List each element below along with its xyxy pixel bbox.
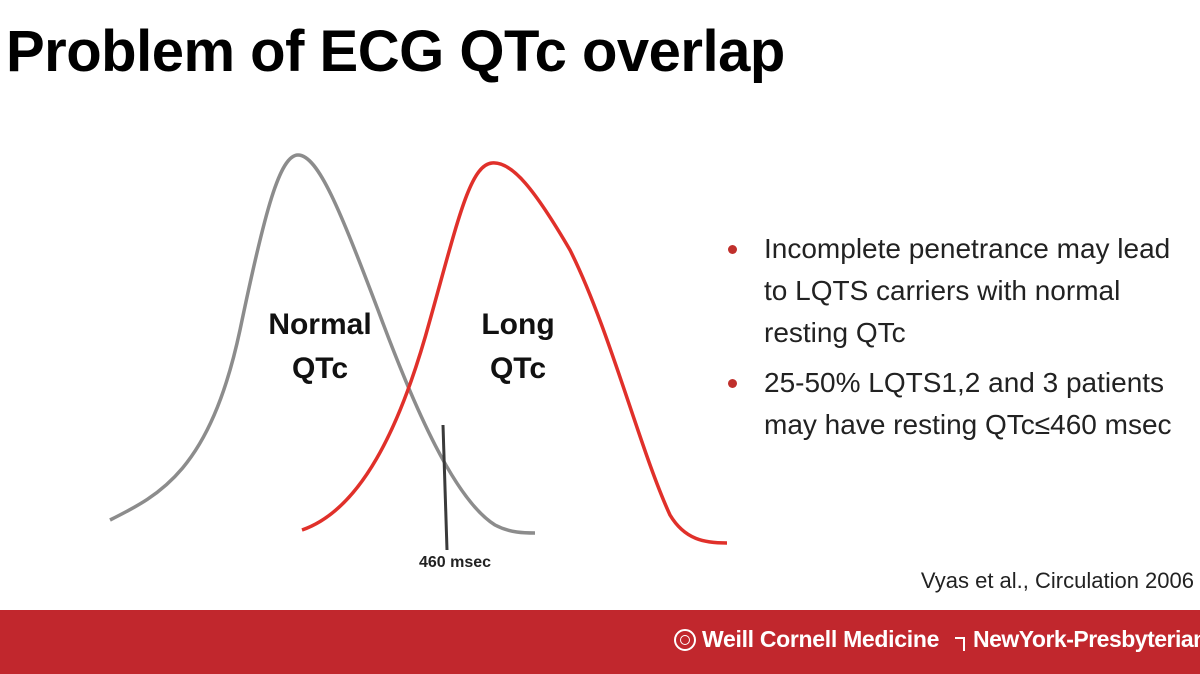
weill-cornell-logo: Weill Cornell Medicine: [674, 626, 939, 653]
nyp-logo-text: NewYork-Presbyterian: [973, 626, 1200, 652]
bullet-list: Incomplete penetrance may lead to LQTS c…: [720, 228, 1180, 454]
normal-qtc-label: Normal QTc: [240, 303, 400, 391]
normal-label-line1: Normal: [268, 308, 372, 341]
newyork-presbyterian-logo: NewYork-Presbyterian: [955, 626, 1200, 653]
citation: Vyas et al., Circulation 2006: [920, 568, 1194, 593]
bullet-dot-icon: [728, 379, 737, 388]
normal-label-line2: QTc: [291, 352, 349, 385]
bullet-item: Incomplete penetrance may lead to LQTS c…: [720, 228, 1180, 354]
footer-bar: Weill Cornell Medicine NewYork-Presbyter…: [0, 610, 1200, 674]
bullet-item: 25-50% LQTS1,2 and 3 patients may have r…: [720, 362, 1180, 446]
normal-qtc-curve: [109, 153, 536, 535]
weill-cornell-logo-text: Weill Cornell Medicine: [702, 626, 940, 652]
long-qtc-curve: [301, 161, 728, 545]
cutoff-460-line: [441, 424, 449, 551]
long-label-line1: Long: [481, 308, 555, 341]
nyp-mark-icon: [955, 629, 969, 651]
long-label-line2: QTc: [489, 352, 547, 385]
slide-title: Problem of ECG QTc overlap: [6, 19, 785, 84]
cutoff-460-label: 460 msec: [418, 554, 492, 571]
distribution-curves-diagram: [109, 153, 728, 551]
bullet-text: 25-50% LQTS1,2 and 3 patients may have r…: [764, 367, 1172, 440]
bullet-dot-icon: [728, 245, 737, 254]
cornell-seal-icon: [674, 628, 696, 651]
bullet-text: Incomplete penetrance may lead to LQTS c…: [764, 233, 1171, 348]
long-qtc-label: Long QTc: [438, 303, 598, 391]
